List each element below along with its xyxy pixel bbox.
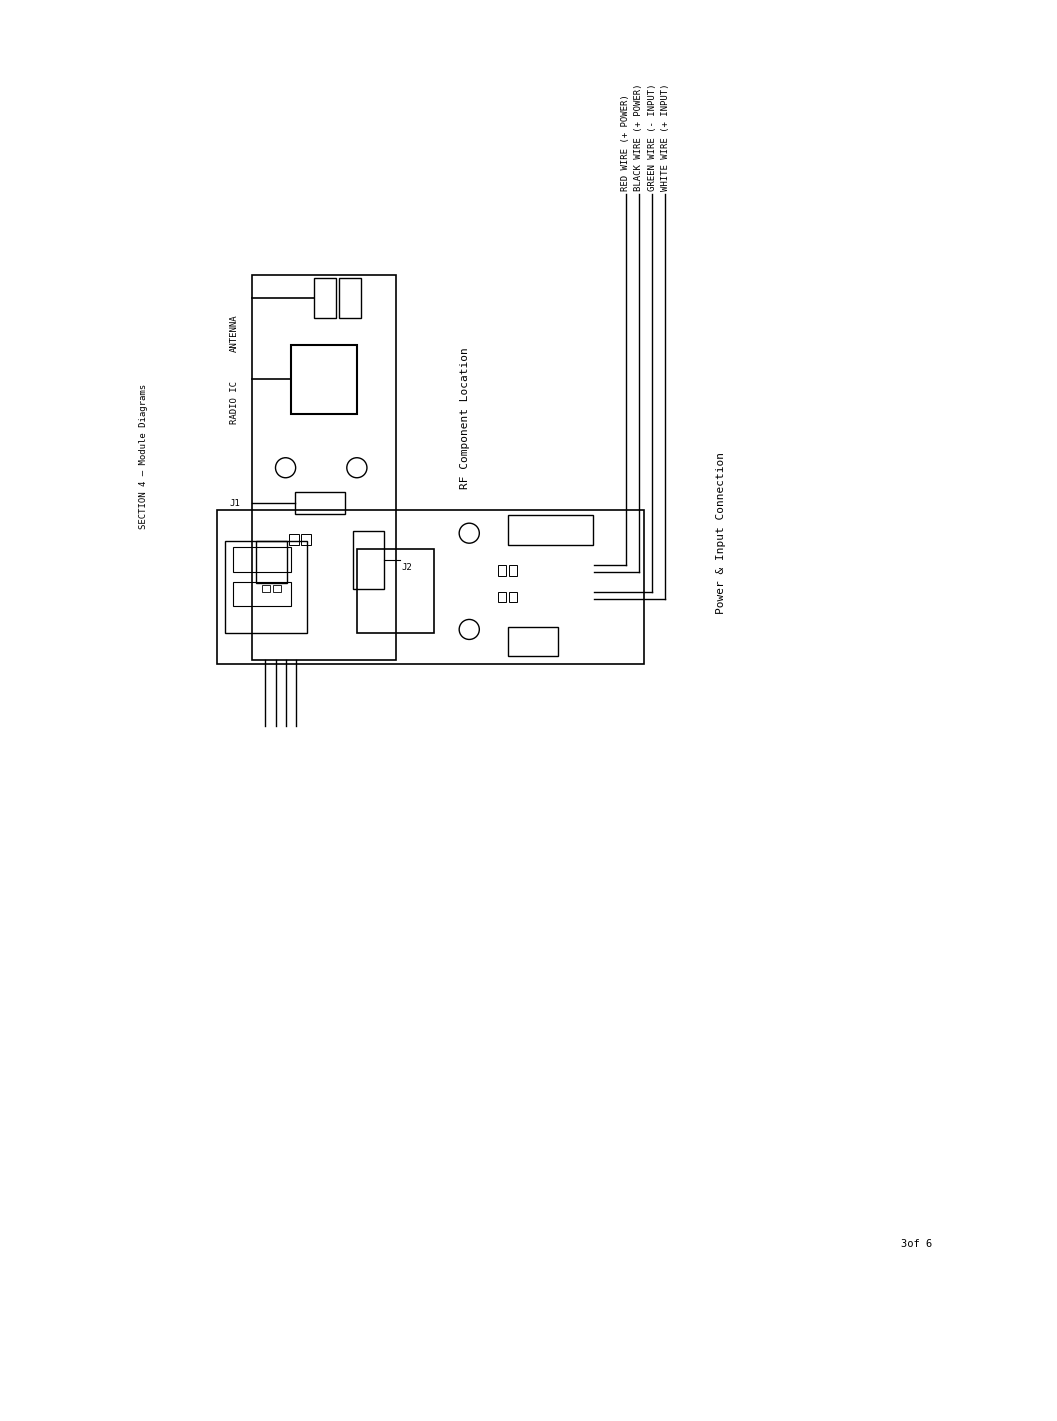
- Bar: [339, 277, 360, 317]
- Bar: [301, 534, 311, 544]
- Bar: [253, 276, 395, 661]
- Bar: [233, 581, 291, 607]
- Text: SECTION 4 – Module Diagrams: SECTION 4 – Module Diagrams: [140, 384, 148, 529]
- Bar: [233, 547, 291, 571]
- Bar: [295, 493, 346, 514]
- Bar: [225, 541, 307, 634]
- Bar: [353, 531, 384, 588]
- Text: BLACK WIRE (+ POWER): BLACK WIRE (+ POWER): [634, 82, 644, 190]
- Bar: [262, 585, 271, 593]
- Bar: [508, 591, 517, 603]
- Bar: [498, 564, 506, 576]
- Text: RADIO IC: RADIO IC: [230, 381, 239, 423]
- Text: GREEN WIRE (- INPUT): GREEN WIRE (- INPUT): [648, 82, 656, 190]
- Text: RED WIRE (+ POWER): RED WIRE (+ POWER): [622, 94, 630, 190]
- Bar: [508, 564, 517, 576]
- Text: RF Component Location: RF Component Location: [461, 347, 470, 489]
- Bar: [508, 627, 558, 657]
- Bar: [218, 510, 644, 664]
- Bar: [508, 516, 593, 544]
- Text: WHITE WIRE (+ INPUT): WHITE WIRE (+ INPUT): [661, 82, 670, 190]
- Bar: [256, 541, 288, 583]
- Text: Power & Input Connection: Power & Input Connection: [717, 452, 726, 614]
- Bar: [314, 277, 336, 317]
- Bar: [273, 585, 281, 593]
- Bar: [498, 591, 506, 603]
- Text: J1: J1: [229, 499, 241, 507]
- Text: ANTENNA: ANTENNA: [230, 314, 239, 352]
- Bar: [357, 549, 434, 634]
- Bar: [291, 344, 357, 414]
- Bar: [289, 534, 299, 544]
- Text: 3of 6: 3of 6: [901, 1239, 932, 1249]
- Text: J2: J2: [401, 563, 412, 573]
